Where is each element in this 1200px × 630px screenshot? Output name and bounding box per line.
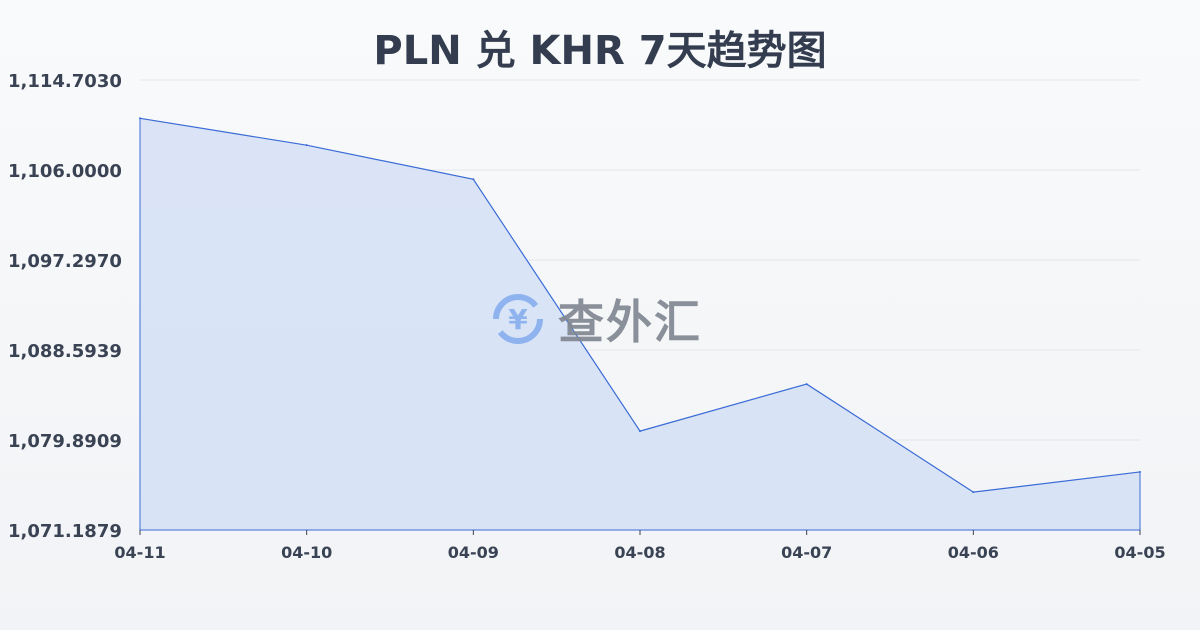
y-tick-label: 1,106.0000 (8, 161, 122, 182)
data-point (639, 430, 641, 433)
data-point (805, 383, 808, 386)
x-tick-label: 04-09 (448, 543, 499, 562)
watermark-text: 查外汇 (558, 295, 702, 349)
x-tick-label: 04-06 (948, 543, 999, 562)
yen-exchange-icon: ¥ (493, 294, 543, 344)
x-tick-label: 04-10 (281, 543, 332, 562)
area-fill (140, 118, 1140, 530)
data-point (472, 178, 475, 181)
x-tick-label: 04-07 (781, 543, 832, 562)
x-tick-label: 04-08 (614, 543, 665, 562)
data-point (139, 117, 141, 120)
x-tick-label: 04-11 (114, 543, 165, 562)
chart-title: PLN 兑 KHR 7天趋势图 (373, 28, 827, 74)
data-point (1139, 470, 1141, 473)
svg-text:¥: ¥ (508, 303, 528, 336)
watermark: ¥ 查外汇 (488, 286, 702, 352)
y-tick-label: 1,079.8909 (8, 431, 122, 452)
data-point (972, 491, 975, 494)
y-tick-label: 1,114.7030 (8, 71, 122, 92)
y-tick-label: 1,071.1879 (8, 521, 122, 542)
data-point (305, 144, 308, 147)
x-tick-label: 04-05 (1114, 543, 1165, 562)
y-tick-label: 1,097.2970 (8, 251, 122, 272)
y-tick-label: 1,088.5939 (8, 341, 122, 362)
